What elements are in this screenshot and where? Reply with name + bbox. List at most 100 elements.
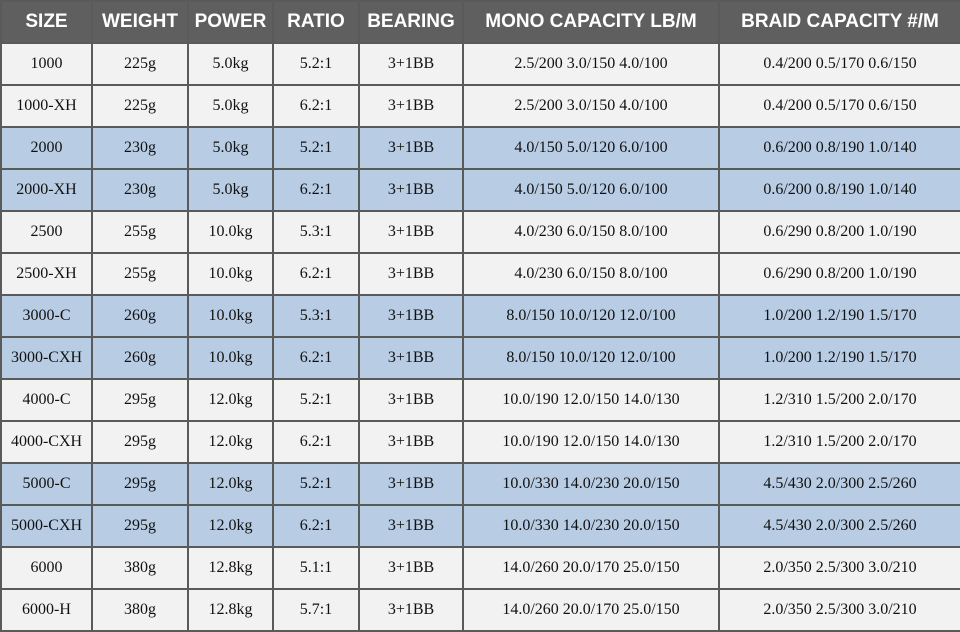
cell-bearing: 3+1BB (358, 546, 464, 590)
cell-braid-capacity: 4.5/430 2.0/300 2.5/260 (718, 504, 960, 548)
cell-power: 10.0kg (187, 336, 274, 380)
cell-bearing: 3+1BB (358, 168, 464, 212)
cell-mono-capacity: 4.0/230 6.0/150 8.0/100 (462, 252, 720, 296)
cell-ratio: 6.2:1 (272, 420, 360, 464)
cell-size: 6000-H (0, 588, 93, 632)
table-row: 1000-XH 225g 5.0kg 6.2:1 3+1BB 2.5/200 3.0/15… (0, 84, 960, 128)
cell-size: 1000-XH (0, 84, 93, 128)
cell-ratio: 5.2:1 (272, 42, 360, 86)
cell-mono-capacity: 10.0/190 12.0/150 14.0/130 (462, 420, 720, 464)
cell-power: 5.0kg (187, 126, 274, 170)
cell-braid-capacity: 4.5/430 2.0/300 2.5/260 (718, 462, 960, 506)
cell-size: 2000-XH (0, 168, 93, 212)
cell-bearing: 3+1BB (358, 210, 464, 254)
cell-ratio: 5.2:1 (272, 462, 360, 506)
cell-ratio: 5.3:1 (272, 294, 360, 338)
cell-ratio: 6.2:1 (272, 252, 360, 296)
table-row: 3000-CXH 260g 10.0kg 6.2:1 3+1BB 8.0/150 10.0… (0, 336, 960, 380)
table-row: 2000-XH 230g 5.0kg 6.2:1 3+1BB 4.0/150 5.0/12… (0, 168, 960, 212)
cell-size: 4000-C (0, 378, 93, 422)
cell-braid-capacity: 0.4/200 0.5/170 0.6/150 (718, 84, 960, 128)
cell-mono-capacity: 10.0/330 14.0/230 20.0/150 (462, 504, 720, 548)
cell-weight: 225g (91, 84, 189, 128)
cell-weight: 260g (91, 294, 189, 338)
cell-power: 12.0kg (187, 504, 274, 548)
cell-size: 4000-CXH (0, 420, 93, 464)
cell-power: 12.0kg (187, 378, 274, 422)
cell-braid-capacity: 0.6/290 0.8/200 1.0/190 (718, 252, 960, 296)
cell-size: 2500-XH (0, 252, 93, 296)
cell-ratio: 6.2:1 (272, 336, 360, 380)
table-row: 4000-C 295g 12.0kg 5.2:1 3+1BB 10.0/190 12.0/… (0, 378, 960, 422)
column-header-braid-capacity: BRAID CAPACITY #/M (718, 0, 960, 44)
cell-mono-capacity: 10.0/330 14.0/230 20.0/150 (462, 462, 720, 506)
cell-weight: 225g (91, 42, 189, 86)
cell-size: 3000-C (0, 294, 93, 338)
table-row: 2500-XH 255g 10.0kg 6.2:1 3+1BB 4.0/230 6.0/1… (0, 252, 960, 296)
cell-braid-capacity: 1.2/310 1.5/200 2.0/170 (718, 420, 960, 464)
cell-weight: 260g (91, 336, 189, 380)
column-header-weight: WEIGHT (91, 0, 189, 44)
cell-ratio: 6.2:1 (272, 504, 360, 548)
cell-weight: 380g (91, 546, 189, 590)
table-row: 6000-H 380g 12.8kg 5.7:1 3+1BB 14.0/260 20.0/… (0, 588, 960, 632)
cell-braid-capacity: 0.6/200 0.8/190 1.0/140 (718, 168, 960, 212)
table-row: 5000-CXH 295g 12.0kg 6.2:1 3+1BB 10.0/330 14.… (0, 504, 960, 548)
table-row: 2500 255g 10.0kg 5.3:1 3+1BB 4.0/230 6.0/150 … (0, 210, 960, 254)
cell-mono-capacity: 4.0/150 5.0/120 6.0/100 (462, 126, 720, 170)
cell-size: 2500 (0, 210, 93, 254)
cell-bearing: 3+1BB (358, 504, 464, 548)
cell-mono-capacity: 14.0/260 20.0/170 25.0/150 (462, 546, 720, 590)
cell-bearing: 3+1BB (358, 294, 464, 338)
cell-power: 12.0kg (187, 462, 274, 506)
cell-ratio: 5.2:1 (272, 126, 360, 170)
table-row: 1000 225g 5.0kg 5.2:1 3+1BB 2.5/200 3.0/150 4… (0, 42, 960, 86)
cell-mono-capacity: 10.0/190 12.0/150 14.0/130 (462, 378, 720, 422)
cell-weight: 380g (91, 588, 189, 632)
cell-mono-capacity: 8.0/150 10.0/120 12.0/100 (462, 336, 720, 380)
cell-ratio: 5.2:1 (272, 378, 360, 422)
column-header-power: POWER (187, 0, 274, 44)
table-row: 5000-C 295g 12.0kg 5.2:1 3+1BB 10.0/330 14.0/… (0, 462, 960, 506)
header-row: SIZE WEIGHT POWER RATIO BEARING MONO CAPACITY… (0, 0, 960, 44)
cell-power: 5.0kg (187, 84, 274, 128)
cell-bearing: 3+1BB (358, 84, 464, 128)
cell-braid-capacity: 2.0/350 2.5/300 3.0/210 (718, 546, 960, 590)
cell-power: 10.0kg (187, 252, 274, 296)
cell-power: 12.8kg (187, 588, 274, 632)
cell-power: 5.0kg (187, 42, 274, 86)
cell-ratio: 5.7:1 (272, 588, 360, 632)
cell-mono-capacity: 4.0/230 6.0/150 8.0/100 (462, 210, 720, 254)
cell-bearing: 3+1BB (358, 126, 464, 170)
column-header-size: SIZE (0, 0, 93, 44)
cell-weight: 230g (91, 126, 189, 170)
cell-size: 6000 (0, 546, 93, 590)
cell-weight: 255g (91, 252, 189, 296)
cell-weight: 295g (91, 462, 189, 506)
cell-power: 10.0kg (187, 294, 274, 338)
cell-mono-capacity: 2.5/200 3.0/150 4.0/100 (462, 84, 720, 128)
cell-bearing: 3+1BB (358, 462, 464, 506)
cell-braid-capacity: 1.0/200 1.2/190 1.5/170 (718, 294, 960, 338)
cell-weight: 295g (91, 504, 189, 548)
cell-ratio: 6.2:1 (272, 168, 360, 212)
cell-bearing: 3+1BB (358, 336, 464, 380)
cell-braid-capacity: 0.4/200 0.5/170 0.6/150 (718, 42, 960, 86)
cell-size: 5000-CXH (0, 504, 93, 548)
column-header-ratio: RATIO (272, 0, 360, 44)
cell-ratio: 6.2:1 (272, 84, 360, 128)
cell-mono-capacity: 8.0/150 10.0/120 12.0/100 (462, 294, 720, 338)
cell-braid-capacity: 0.6/290 0.8/200 1.0/190 (718, 210, 960, 254)
cell-braid-capacity: 0.6/200 0.8/190 1.0/140 (718, 126, 960, 170)
cell-braid-capacity: 1.0/200 1.2/190 1.5/170 (718, 336, 960, 380)
cell-bearing: 3+1BB (358, 420, 464, 464)
cell-bearing: 3+1BB (358, 252, 464, 296)
cell-size: 1000 (0, 42, 93, 86)
cell-mono-capacity: 2.5/200 3.0/150 4.0/100 (462, 42, 720, 86)
cell-weight: 255g (91, 210, 189, 254)
cell-power: 10.0kg (187, 210, 274, 254)
spec-table-body: 1000 225g 5.0kg 5.2:1 3+1BB 2.5/200 3.0/150 4… (0, 42, 960, 632)
column-header-mono-capacity: MONO CAPACITY LB/M (462, 0, 720, 44)
table-row: 6000 380g 12.8kg 5.1:1 3+1BB 14.0/260 20.0/17… (0, 546, 960, 590)
